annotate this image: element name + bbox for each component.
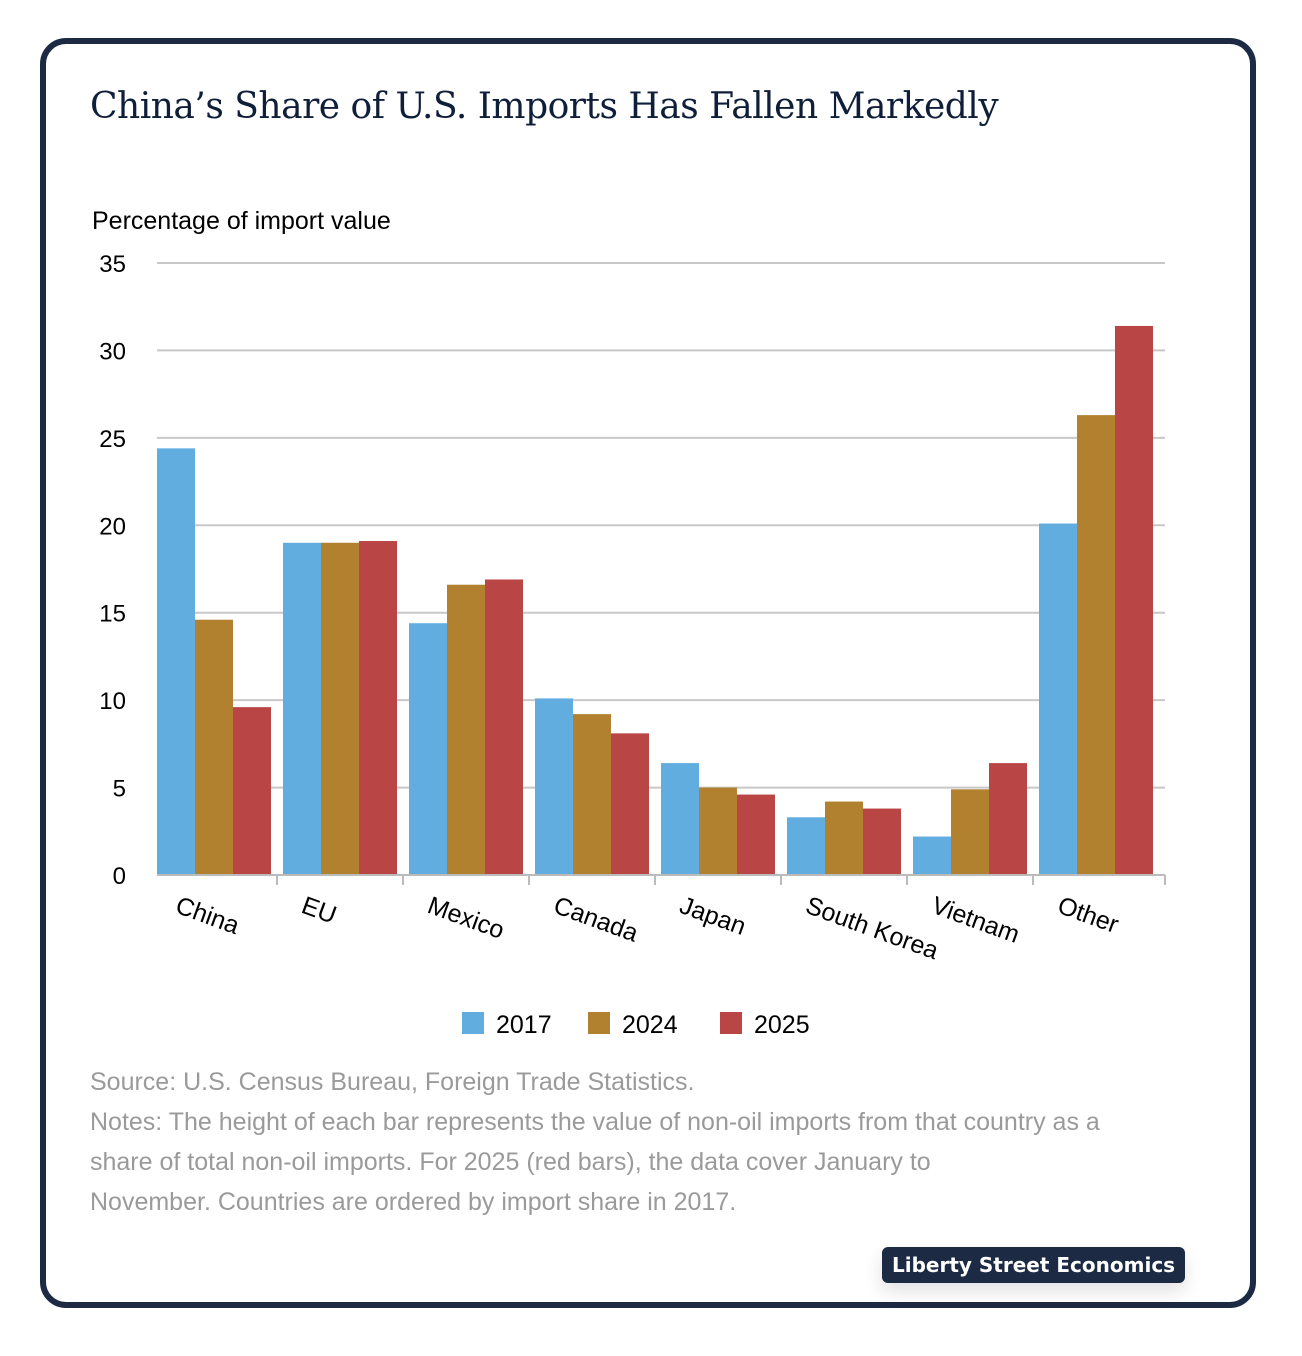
- y-tick-label: 15: [99, 601, 126, 628]
- source-note: Source: U.S. Census Bureau, Foreign Trad…: [90, 1068, 695, 1096]
- bar-2025-china: [233, 707, 271, 875]
- y-tick-label: 30: [99, 338, 126, 365]
- x-tick-label: EU: [298, 891, 340, 929]
- y-axis-label: Percentage of import value: [92, 207, 391, 235]
- bar-2025-eu: [359, 541, 397, 875]
- x-tick-label: Other: [1054, 891, 1122, 939]
- notes-line: November. Countries are ordered by impor…: [90, 1188, 737, 1216]
- x-tick-label: Mexico: [424, 891, 508, 944]
- bar-2017-china: [157, 448, 195, 875]
- legend-label: 2025: [754, 1011, 810, 1039]
- notes-line: Notes: The height of each bar represents…: [90, 1108, 1100, 1136]
- y-tick-label: 35: [99, 251, 126, 278]
- bar-2017-south-korea: [787, 817, 825, 875]
- legend-swatch: [462, 1012, 484, 1034]
- bar-2025-japan: [737, 794, 775, 875]
- bar-2025-mexico: [485, 579, 523, 875]
- notes-line: share of total non-oil imports. For 2025…: [90, 1148, 931, 1176]
- legend-label: 2024: [622, 1011, 678, 1039]
- y-tick-label: 10: [99, 688, 126, 715]
- bar-2024-canada: [573, 714, 611, 875]
- bar-2024-china: [195, 619, 233, 875]
- bar-2024-japan: [699, 787, 737, 875]
- chart-notes: Source: U.S. Census Bureau, Foreign Trad…: [90, 1062, 1190, 1222]
- x-tick-label: China: [172, 891, 243, 940]
- x-tick-label: Canada: [550, 891, 642, 947]
- brand-badge: Liberty Street Economics: [882, 1247, 1186, 1283]
- bar-2025-south-korea: [863, 808, 901, 875]
- y-tick-label: 5: [113, 776, 126, 803]
- bar-2024-other: [1077, 415, 1115, 875]
- legend-swatch: [588, 1012, 610, 1034]
- bar-2017-canada: [535, 698, 573, 875]
- bar-2024-eu: [321, 542, 359, 875]
- bar-2017-mexico: [409, 623, 447, 875]
- legend-swatch: [720, 1012, 742, 1034]
- bar-2017-japan: [661, 763, 699, 875]
- bar-2025-canada: [611, 733, 649, 875]
- x-tick-label: Japan: [676, 891, 750, 941]
- chart-title: China’s Share of U.S. Imports Has Fallen…: [90, 86, 999, 127]
- bar-2017-eu: [283, 542, 321, 875]
- bar-2025-other: [1115, 325, 1153, 875]
- y-tick-label: 20: [99, 513, 126, 540]
- bar-2024-south-korea: [825, 801, 863, 875]
- bar-2025-vietnam: [989, 763, 1027, 875]
- y-tick-label: 25: [99, 426, 126, 453]
- bar-2024-vietnam: [951, 789, 989, 875]
- x-tick-label: South Korea: [802, 891, 942, 965]
- bar-2024-mexico: [447, 584, 485, 875]
- bar-2017-other: [1039, 523, 1077, 875]
- bar-2017-vietnam: [913, 836, 951, 875]
- x-tick-label: Vietnam: [928, 891, 1023, 949]
- legend-label: 2017: [496, 1011, 552, 1039]
- y-tick-label: 0: [113, 863, 126, 890]
